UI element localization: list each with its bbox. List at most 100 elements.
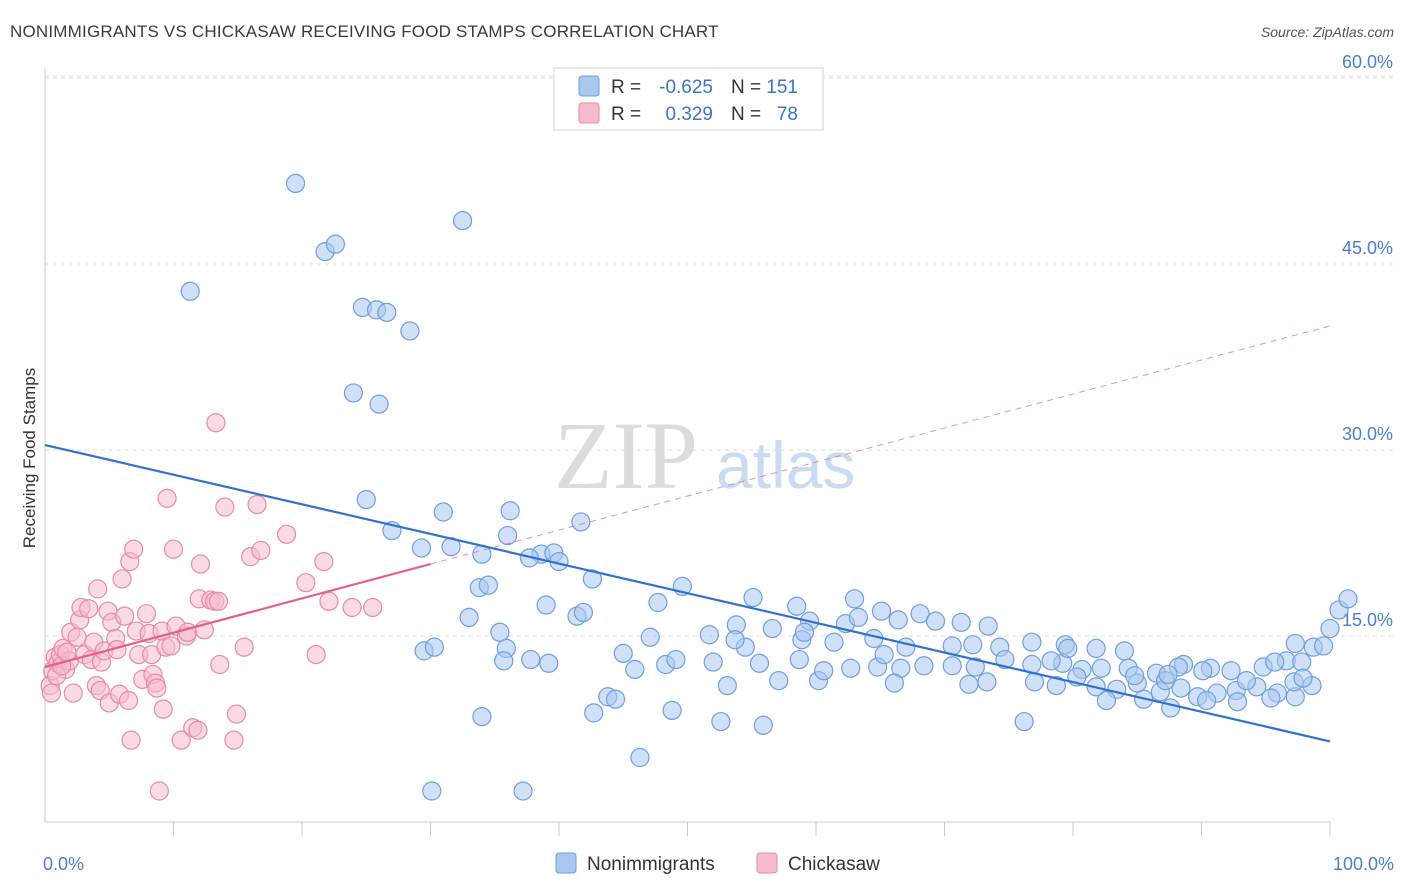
data-point bbox=[762, 618, 782, 639]
data-point bbox=[662, 700, 682, 721]
data-point bbox=[188, 720, 208, 740]
data-point bbox=[208, 591, 229, 611]
data-point bbox=[356, 490, 376, 510]
series-chickasaw bbox=[40, 413, 383, 801]
data-point bbox=[63, 683, 83, 703]
data-point bbox=[163, 539, 184, 559]
data-point bbox=[871, 601, 892, 621]
data-point bbox=[1171, 678, 1191, 698]
data-point bbox=[363, 597, 383, 618]
data-point bbox=[1096, 690, 1117, 711]
data-point bbox=[584, 703, 604, 723]
data-point bbox=[925, 611, 946, 631]
data-point bbox=[453, 211, 473, 231]
data-point bbox=[79, 599, 99, 619]
data-point bbox=[789, 649, 809, 670]
data-point bbox=[951, 612, 971, 632]
data-point bbox=[841, 658, 861, 678]
data-point bbox=[115, 606, 135, 626]
legend-label-chickasaw: Chickasaw bbox=[788, 854, 880, 875]
data-point bbox=[640, 627, 660, 647]
y-axis-title: Receiving Food Stamps bbox=[20, 368, 39, 548]
y-tick-label: 60.0% bbox=[1342, 52, 1393, 72]
data-point bbox=[498, 525, 518, 546]
stats-legend-swatch-blue bbox=[578, 75, 600, 97]
stats-r-label-2: R = bbox=[611, 104, 641, 125]
data-point bbox=[613, 643, 633, 663]
trend-lines bbox=[44, 325, 1331, 743]
data-point bbox=[285, 173, 306, 193]
data-point bbox=[1265, 652, 1285, 672]
data-point bbox=[749, 653, 770, 673]
series-nonimmigrants bbox=[180, 173, 1358, 801]
data-point bbox=[1125, 666, 1145, 686]
data-point bbox=[963, 635, 983, 655]
data-point bbox=[67, 627, 87, 647]
data-point bbox=[500, 501, 520, 521]
data-point bbox=[844, 589, 865, 609]
data-point bbox=[769, 671, 789, 691]
data-point bbox=[400, 321, 420, 341]
data-point bbox=[224, 730, 244, 750]
data-point bbox=[978, 616, 998, 636]
y-tick-label: 15.0% bbox=[1342, 610, 1393, 630]
data-point bbox=[1161, 698, 1181, 718]
data-point bbox=[276, 524, 297, 544]
data-point bbox=[888, 610, 908, 630]
watermark-zip: ZIP bbox=[554, 402, 698, 509]
data-point bbox=[171, 730, 191, 750]
data-point bbox=[539, 653, 559, 673]
stats-legend: R = -0.625 N = 151 R = 0.329 N = 78 bbox=[553, 67, 824, 131]
data-point bbox=[190, 554, 211, 574]
data-point bbox=[306, 644, 326, 665]
data-point bbox=[124, 539, 144, 559]
data-point bbox=[787, 596, 807, 616]
data-point bbox=[1041, 651, 1061, 671]
data-point bbox=[112, 569, 132, 589]
y-tick-labels: 15.0% 30.0% 45.0% 60.0% bbox=[1342, 52, 1393, 630]
data-point bbox=[88, 579, 108, 599]
data-point bbox=[753, 715, 773, 735]
data-point bbox=[1293, 668, 1313, 688]
data-point bbox=[824, 632, 844, 652]
data-point bbox=[369, 394, 389, 414]
data-point bbox=[153, 699, 173, 719]
data-point bbox=[1014, 711, 1034, 732]
legend-swatch-nonimmigrants bbox=[555, 852, 577, 874]
data-point bbox=[314, 551, 334, 572]
watermark-atlas: atlas bbox=[716, 428, 855, 502]
data-point bbox=[343, 383, 363, 403]
data-point bbox=[630, 747, 650, 768]
data-point bbox=[494, 651, 514, 671]
series-legend: Nonimmigrants Chickasaw bbox=[555, 852, 880, 875]
data-point bbox=[571, 512, 591, 532]
data-point bbox=[1193, 661, 1213, 681]
data-point bbox=[424, 637, 444, 657]
data-point bbox=[1114, 641, 1135, 661]
data-point bbox=[210, 654, 230, 675]
source-credit: Source: ZipAtlas.com bbox=[1260, 24, 1394, 40]
data-point bbox=[149, 781, 169, 801]
data-point bbox=[433, 502, 453, 522]
data-point bbox=[325, 234, 346, 254]
data-point bbox=[136, 604, 157, 624]
data-point bbox=[251, 540, 271, 561]
data-point bbox=[1197, 690, 1217, 711]
trend-line-chickasaw-extension bbox=[430, 325, 1331, 565]
data-point bbox=[1313, 636, 1334, 656]
data-point bbox=[118, 690, 139, 711]
stats-n-value-1: 151 bbox=[766, 77, 798, 98]
data-point bbox=[342, 597, 362, 618]
data-point bbox=[1227, 692, 1248, 712]
data-point bbox=[1221, 661, 1241, 681]
data-point bbox=[814, 661, 834, 681]
data-point bbox=[41, 683, 62, 703]
data-point bbox=[1022, 632, 1042, 652]
stats-r-value-1: -0.625 bbox=[659, 77, 713, 98]
data-point bbox=[794, 622, 815, 642]
data-point bbox=[874, 644, 894, 665]
data-point bbox=[1285, 633, 1305, 654]
trend-line-chickasaw bbox=[44, 563, 431, 669]
stats-n-label-2: N = bbox=[731, 104, 761, 125]
